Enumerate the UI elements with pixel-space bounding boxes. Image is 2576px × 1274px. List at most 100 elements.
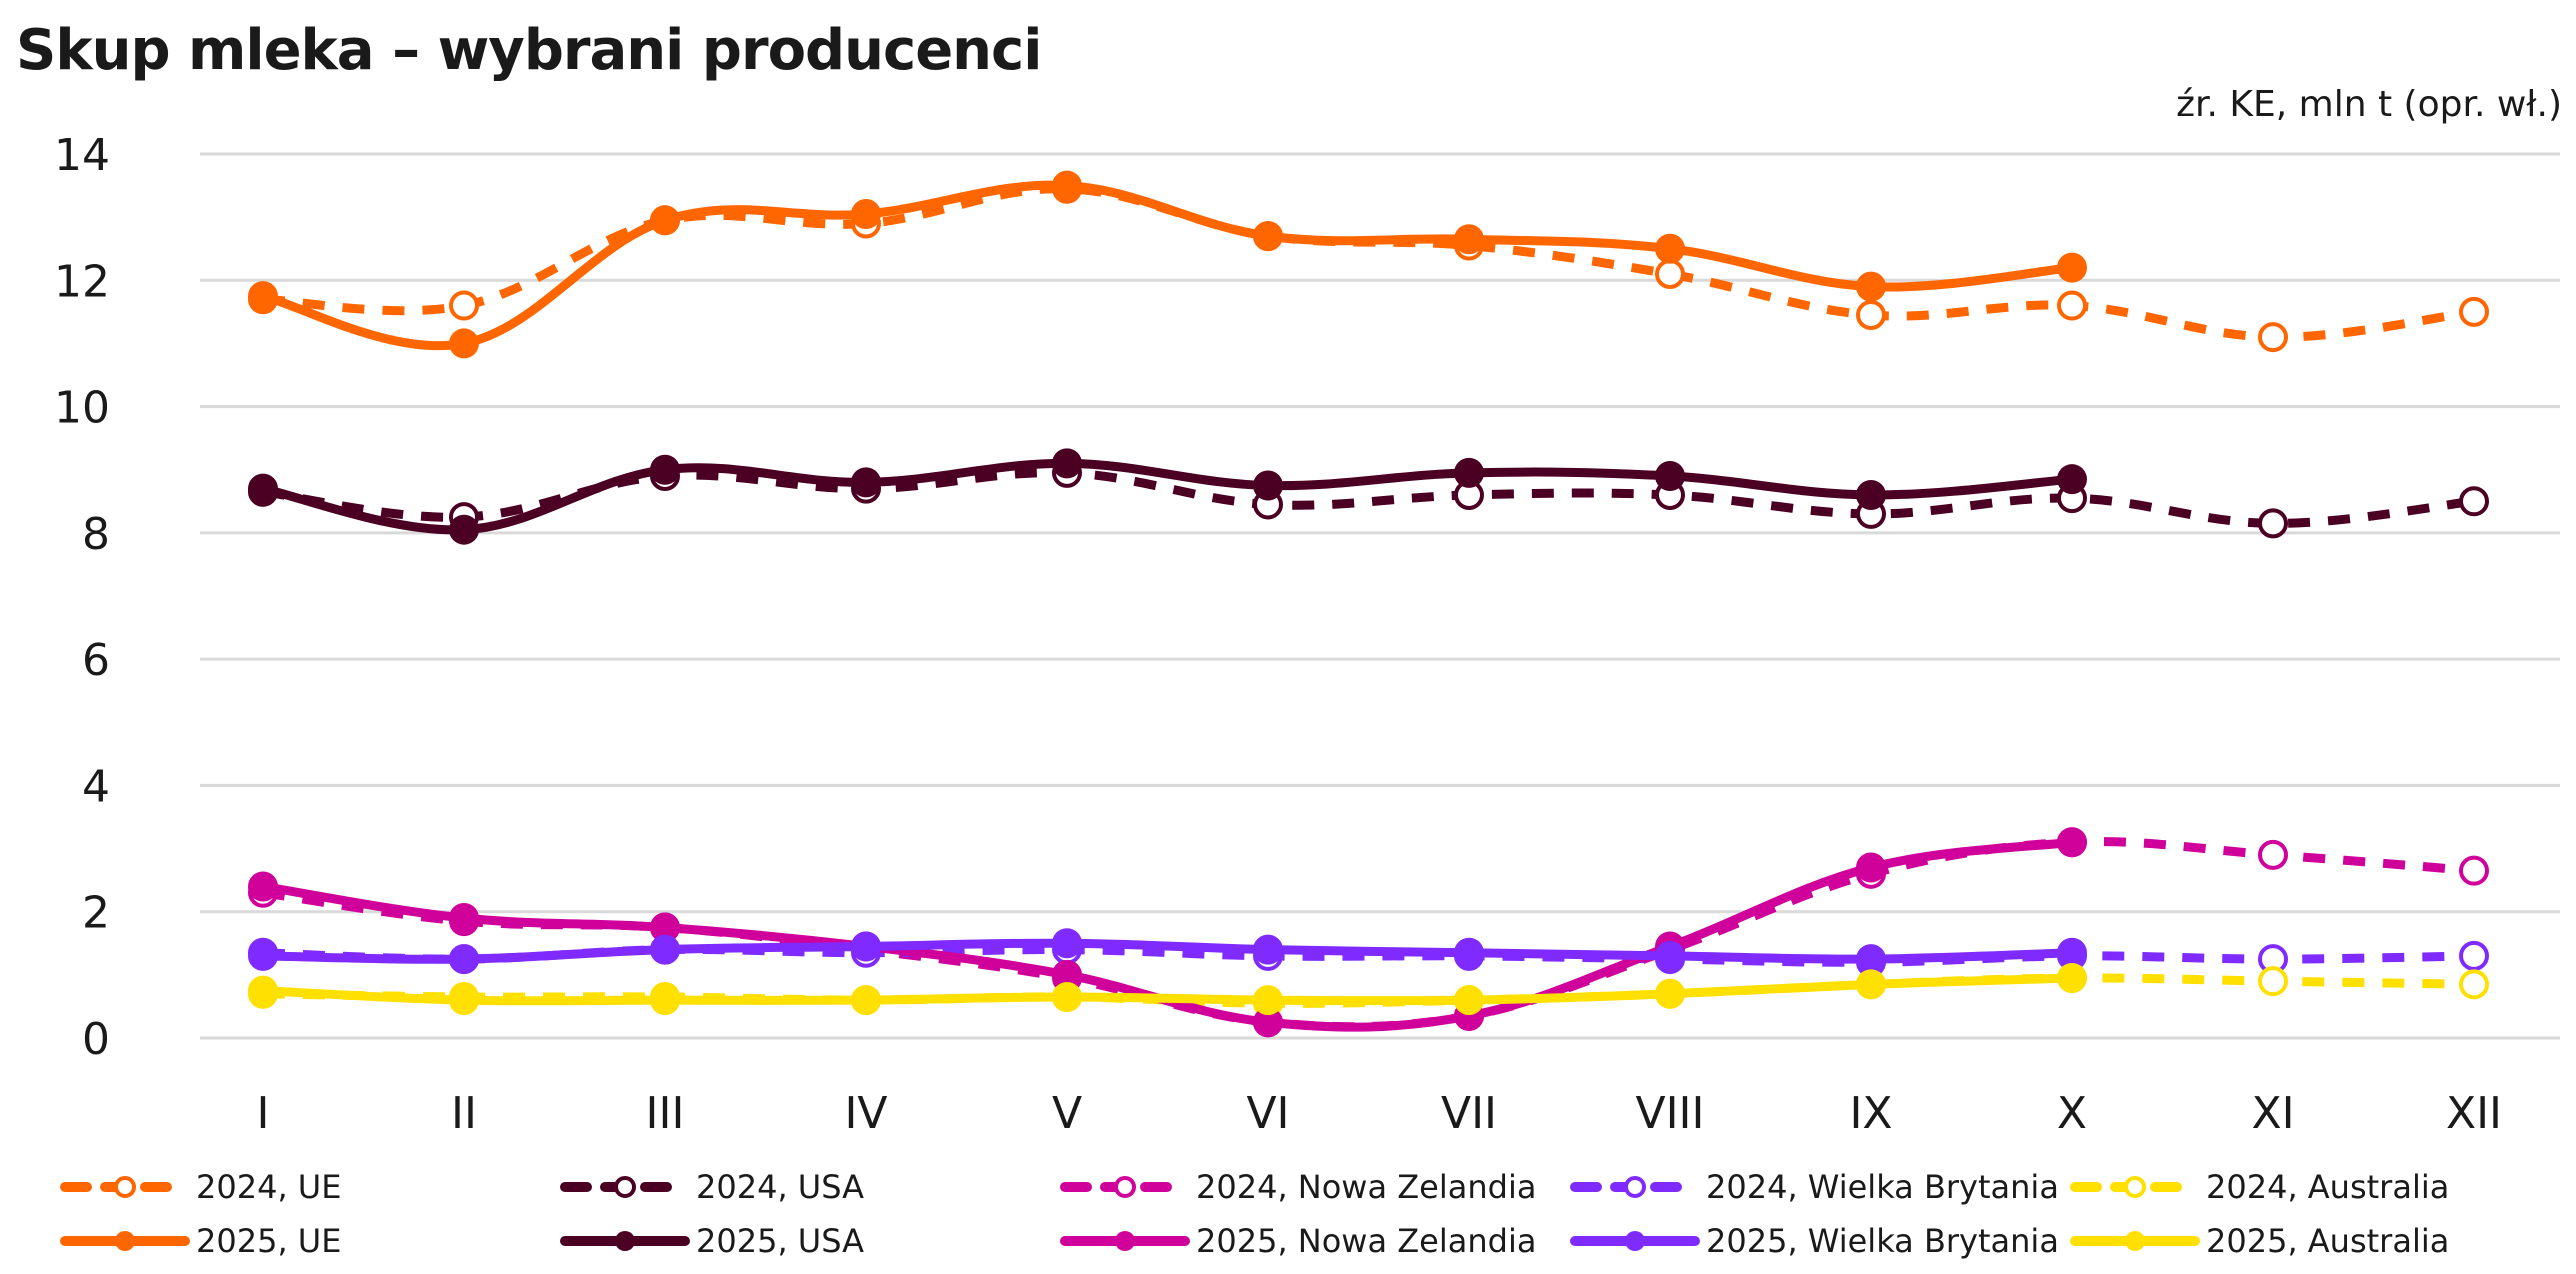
data-point <box>1052 981 1082 1012</box>
legend-swatch-icon <box>560 1176 690 1198</box>
x-tick-label: II <box>451 1088 477 1139</box>
series-2024-australia <box>248 963 2489 1019</box>
y-tick-label: 6 <box>82 635 110 686</box>
x-tick-label: V <box>1052 1088 1082 1139</box>
data-point <box>1253 221 1283 252</box>
legend-label: 2024, UE <box>196 1168 342 1206</box>
data-point <box>650 985 680 1016</box>
data-point <box>2057 963 2087 994</box>
data-point <box>248 473 278 504</box>
data-point <box>650 912 680 943</box>
legend-swatch-icon <box>1570 1231 1700 1251</box>
data-point <box>449 985 479 1016</box>
x-tick-label: VII <box>1441 1088 1497 1139</box>
legend-swatch-icon <box>1060 1176 1190 1198</box>
data-point <box>248 281 278 312</box>
legend-item: 2024, Nowa Zelandia <box>1060 1162 1536 1212</box>
data-point <box>1856 852 1886 883</box>
data-point <box>2459 969 2489 1000</box>
data-point <box>2057 827 2087 858</box>
legend-swatch-icon <box>60 1231 190 1251</box>
data-point <box>2258 966 2288 997</box>
data-point <box>248 975 278 1006</box>
series-2025-wielka-brytania <box>248 928 2087 975</box>
data-point <box>1655 233 1685 264</box>
x-axis-ticks: I II III IV V VI VII VIII IX X XI XII <box>257 1088 2503 1139</box>
data-point <box>2057 290 2087 321</box>
legend-label: 2025, UE <box>196 1222 342 1260</box>
legend-swatch-icon <box>2070 1176 2200 1198</box>
data-point <box>1856 969 1886 1000</box>
data-point <box>650 934 680 965</box>
y-tick-label: 14 <box>54 130 110 181</box>
data-point <box>650 454 680 485</box>
y-tick-label: 12 <box>54 256 110 307</box>
data-point <box>851 198 881 229</box>
data-point <box>1856 271 1886 302</box>
data-point <box>1655 461 1685 492</box>
legend-item: 2024, UE <box>60 1162 341 1212</box>
data-point <box>1052 170 1082 201</box>
data-point <box>2459 940 2489 971</box>
data-point <box>1856 944 1886 975</box>
data-point <box>1253 934 1283 965</box>
legend-item: 2025, Nowa Zelandia <box>1060 1216 1536 1266</box>
legend-item: 2024, Wielka Brytania <box>1570 1162 2059 1212</box>
series-2025-usa <box>248 448 2087 545</box>
data-point <box>2057 937 2087 968</box>
data-point <box>1454 457 1484 488</box>
data-point <box>1856 300 1886 331</box>
series-line <box>262 468 2475 528</box>
data-point <box>1454 937 1484 968</box>
data-point <box>1454 985 1484 1016</box>
legend-label: 2024, Australia <box>2206 1168 2450 1206</box>
legend-item: 2024, USA <box>560 1162 864 1212</box>
data-point <box>851 931 881 962</box>
series-line <box>258 938 2077 964</box>
data-point <box>248 871 278 902</box>
data-point <box>248 940 278 971</box>
data-point <box>2459 855 2489 886</box>
legend-label: 2024, Nowa Zelandia <box>1196 1168 1537 1206</box>
legend-swatch-icon <box>1060 1231 1190 1251</box>
data-point <box>2258 508 2288 539</box>
data-point <box>851 985 881 1016</box>
x-tick-label: VI <box>1246 1088 1289 1139</box>
legend-item: 2024, Australia <box>2070 1162 2449 1212</box>
data-point <box>1655 978 1685 1009</box>
y-tick-label: 8 <box>82 509 110 560</box>
data-point <box>2057 252 2087 283</box>
data-point <box>1253 1007 1283 1038</box>
legend-label: 2025, USA <box>696 1222 864 1260</box>
gridlines <box>200 152 2560 1040</box>
data-point <box>2459 486 2489 517</box>
x-tick-label: I <box>257 1088 270 1139</box>
legend-swatch-icon <box>1570 1176 1700 1198</box>
y-tick-label: 4 <box>82 761 110 812</box>
data-point <box>449 514 479 545</box>
data-point <box>1052 928 1082 959</box>
legend-label: 2024, Wielka Brytania <box>1706 1168 2059 1206</box>
x-tick-label: XII <box>2446 1088 2502 1139</box>
legend-swatch-icon <box>60 1176 190 1198</box>
chart-source-note: źr. KE, mln t (opr. wł.) <box>2176 84 2562 125</box>
chart-title: Skup mleka – wybrani producenci <box>16 18 1042 83</box>
data-point <box>2258 839 2288 870</box>
x-tick-label: IX <box>1849 1088 1892 1139</box>
legend-label: 2025, Nowa Zelandia <box>1196 1222 1537 1260</box>
data-point <box>1856 479 1886 510</box>
legend-label: 2025, Wielka Brytania <box>1706 1222 2059 1260</box>
series-2025-ue <box>248 170 2087 359</box>
data-point <box>851 467 881 498</box>
data-point <box>1655 940 1685 971</box>
data-point <box>1253 985 1283 1016</box>
y-tick-label: 10 <box>54 383 110 434</box>
series-group <box>248 170 2489 1038</box>
data-point <box>2459 296 2489 327</box>
data-point <box>449 290 479 321</box>
legend: 2024, UE 2025, UE 2024, USA 2025, USA 2024, … <box>0 1162 2576 1272</box>
legend-swatch-icon <box>2070 1231 2200 1251</box>
series-2025-australia <box>248 963 2087 1016</box>
y-axis-ticks: 0 2 4 6 8 10 12 14 <box>54 130 110 1065</box>
